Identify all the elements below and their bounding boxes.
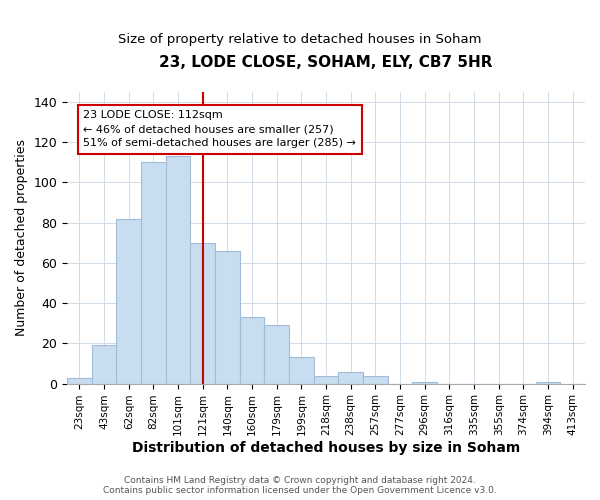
- Bar: [265, 326, 289, 384]
- Bar: [338, 372, 363, 384]
- Text: Contains HM Land Registry data © Crown copyright and database right 2024.
Contai: Contains HM Land Registry data © Crown c…: [103, 476, 497, 495]
- Bar: [116, 218, 141, 384]
- Bar: [536, 382, 560, 384]
- Bar: [166, 156, 190, 384]
- Bar: [215, 251, 240, 384]
- X-axis label: Distribution of detached houses by size in Soham: Distribution of detached houses by size …: [132, 441, 520, 455]
- Bar: [363, 376, 388, 384]
- Bar: [67, 378, 92, 384]
- Text: Size of property relative to detached houses in Soham: Size of property relative to detached ho…: [118, 32, 482, 46]
- Bar: [92, 346, 116, 384]
- Title: 23, LODE CLOSE, SOHAM, ELY, CB7 5HR: 23, LODE CLOSE, SOHAM, ELY, CB7 5HR: [160, 55, 493, 70]
- Text: 23 LODE CLOSE: 112sqm
← 46% of detached houses are smaller (257)
51% of semi-det: 23 LODE CLOSE: 112sqm ← 46% of detached …: [83, 110, 356, 148]
- Bar: [141, 162, 166, 384]
- Bar: [289, 358, 314, 384]
- Bar: [240, 317, 265, 384]
- Bar: [314, 376, 338, 384]
- Bar: [190, 243, 215, 384]
- Y-axis label: Number of detached properties: Number of detached properties: [15, 140, 28, 336]
- Bar: [412, 382, 437, 384]
